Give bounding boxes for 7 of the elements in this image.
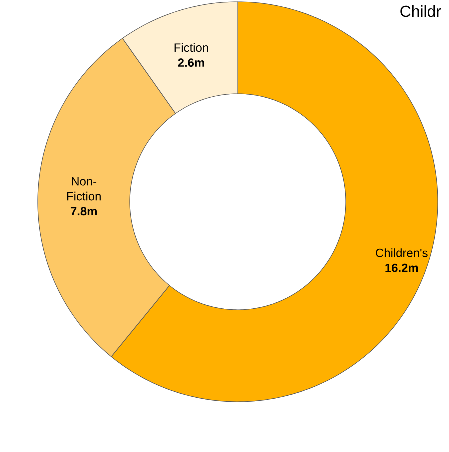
slice-label: Non-Fiction	[67, 177, 101, 201]
slice-label: Fiction	[174, 43, 208, 52]
text: Childr	[400, 6, 442, 18]
data-label: 2.6m	[178, 58, 204, 68]
slice-label: Children's	[376, 248, 428, 258]
data-label: 16.2m	[386, 264, 418, 272]
data-label: 7.8m	[70, 207, 97, 216]
